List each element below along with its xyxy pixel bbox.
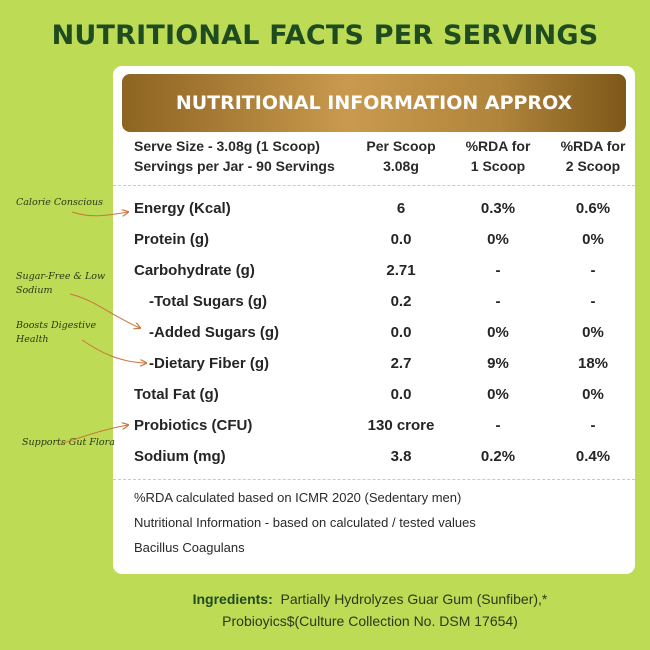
rda2-value: 0.6% [575, 200, 611, 217]
table-row: Protein (g) 0.0 0% 0% [113, 226, 635, 256]
per-scoop-value: 0.0 [390, 231, 412, 248]
table-row: -Added Sugars (g) 0.0 0% 0% [113, 319, 635, 349]
footnote-basis: Nutritional Information - based on calcu… [134, 515, 476, 530]
nutrition-card: NUTRITIONAL INFORMATION APPROX Serve Siz… [113, 66, 635, 574]
nutrient-name: Sodium (mg) [134, 448, 226, 465]
rda2-value: 0% [582, 324, 604, 341]
table-row: Carbohydrate (g) 2.71 - - [113, 257, 635, 287]
ingredients-label: Ingredients: [192, 591, 273, 607]
rda2-value: 18% [577, 355, 609, 372]
per-scoop-value: 6 [396, 200, 406, 217]
ingredients-line1: Ingredients: Partially Hydrolyzes Guar G… [130, 588, 610, 610]
col-rda1-line2: 1 Scoop [470, 158, 526, 174]
rda1-value: 0% [487, 386, 509, 403]
rda2-value: 0% [582, 386, 604, 403]
nutrient-name: Probiotics (CFU) [134, 417, 253, 434]
col-rda1-header: %RDA for 1 Scoop [448, 136, 548, 176]
per-scoop-value: 2.71 [386, 262, 416, 279]
rda1-value: 9% [487, 355, 509, 372]
annotation-calorie: Calorie Conscious [16, 197, 103, 208]
nutrient-name: -Added Sugars (g) [149, 324, 279, 341]
nutrient-name: -Total Sugars (g) [149, 293, 268, 310]
rda1-value: - [495, 293, 501, 310]
ingredients-text1: Partially Hydrolyzes Guar Gum (Sunfiber)… [280, 591, 548, 607]
annotation-digestive: Boosts Digestive Health [16, 320, 97, 345]
col-per-scoop-line2: 3.08g [383, 158, 419, 174]
col-rda1-line1: %RDA for [465, 138, 531, 154]
per-scoop-value: 0.2 [390, 293, 412, 310]
per-scoop-value: 0.0 [390, 386, 412, 403]
rda2-value: - [590, 293, 596, 310]
nutrient-name: -Dietary Fiber (g) [149, 355, 270, 372]
annotation-sugar-free: Sugar-Free & Low Sodium [16, 271, 106, 296]
annotation-gut-flora: Supports Gut Flora [22, 437, 115, 448]
table-row: Total Fat (g) 0.0 0% 0% [113, 381, 635, 411]
rda1-value: - [495, 417, 501, 434]
per-scoop-value: 2.7 [390, 355, 412, 372]
col-per-scoop-line1: Per Scoop [366, 138, 436, 154]
col-rda2-header: %RDA for 2 Scoop [543, 136, 643, 176]
ingredients-text2: Probioyics$(Culture Collection No. DSM 1… [222, 613, 518, 629]
servings-per-jar: Servings per Jar - 90 Servings [134, 158, 335, 174]
table-row: Probiotics (CFU) 130 crore - - [113, 412, 635, 442]
col-rda2-line2: 2 Scoop [565, 158, 621, 174]
footnote-strain: Bacillus Coagulans [134, 540, 245, 555]
page-title: NUTRITIONAL FACTS PER SERVINGS [51, 20, 599, 51]
rda2-value: - [590, 417, 596, 434]
per-scoop-value: 3.8 [390, 448, 412, 465]
rda1-value: - [495, 262, 501, 279]
table-row: Energy (Kcal) 6 0.3% 0.6% [113, 195, 635, 225]
table-row: -Dietary Fiber (g) 2.7 9% 18% [113, 350, 635, 380]
serving-info: Serve Size - 3.08g (1 Scoop) Servings pe… [134, 136, 335, 176]
rda1-value: 0.2% [480, 448, 516, 465]
nutrient-name: Carbohydrate (g) [134, 262, 255, 279]
nutrition-banner: NUTRITIONAL INFORMATION APPROX [122, 74, 626, 132]
rda1-value: 0.3% [480, 200, 516, 217]
nutrient-name: Energy (Kcal) [134, 200, 231, 217]
rda2-value: - [590, 262, 596, 279]
table-row: -Total Sugars (g) 0.2 - - [113, 288, 635, 318]
footer-divider [113, 479, 635, 480]
nutrient-name: Total Fat (g) [134, 386, 219, 403]
per-scoop-value: 130 crore [367, 417, 435, 434]
serve-size: Serve Size - 3.08g (1 Scoop) [134, 138, 320, 154]
per-scoop-value: 0.0 [390, 324, 412, 341]
rda2-value: 0% [582, 231, 604, 248]
rda1-value: 0% [487, 324, 509, 341]
footnote-rda: %RDA calculated based on ICMR 2020 (Sede… [134, 490, 462, 505]
ingredients: Ingredients: Partially Hydrolyzes Guar G… [130, 588, 610, 632]
nutrient-name: Protein (g) [134, 231, 209, 248]
rda1-value: 0% [487, 231, 509, 248]
col-per-scoop-header: Per Scoop 3.08g [351, 136, 451, 176]
rda2-value: 0.4% [575, 448, 611, 465]
header-divider [113, 185, 635, 186]
table-row: Sodium (mg) 3.8 0.2% 0.4% [113, 443, 635, 473]
col-rda2-line1: %RDA for [560, 138, 626, 154]
